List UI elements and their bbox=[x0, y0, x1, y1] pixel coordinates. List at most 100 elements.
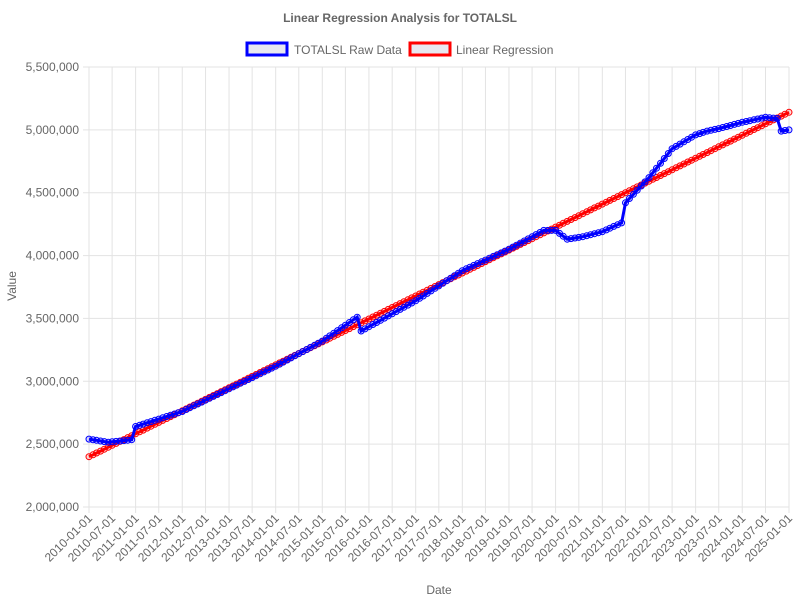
legend[interactable]: TOTALSL Raw Data Linear Regression bbox=[245, 41, 553, 57]
raw-data-point bbox=[645, 174, 653, 182]
raw-data-point bbox=[178, 408, 186, 415]
y-tick-label: 2,500,000 bbox=[26, 437, 80, 451]
raw-data-point bbox=[513, 241, 520, 249]
raw-data-point bbox=[633, 186, 641, 194]
x-axis-title: Date bbox=[426, 583, 452, 597]
regression-point bbox=[89, 451, 97, 459]
raw-data-point bbox=[272, 362, 280, 370]
raw-data-point bbox=[404, 301, 412, 309]
raw-data-point bbox=[233, 381, 241, 389]
regression-point bbox=[563, 217, 571, 225]
raw-data-point bbox=[380, 314, 388, 322]
regression-point bbox=[696, 152, 704, 160]
regression-point bbox=[750, 126, 758, 133]
raw-data-point bbox=[520, 237, 528, 245]
raw-data-point bbox=[622, 199, 629, 207]
raw-data-point bbox=[610, 222, 618, 230]
y-tick-label: 4,500,000 bbox=[26, 186, 80, 200]
regression-point bbox=[618, 191, 626, 199]
raw-data-point bbox=[431, 284, 439, 292]
legend-swatch-regression bbox=[408, 41, 452, 57]
regression-point bbox=[684, 158, 692, 166]
regression-point bbox=[758, 122, 766, 130]
series-raw-data bbox=[85, 113, 793, 446]
raw-data-point bbox=[295, 350, 303, 358]
raw-data-point bbox=[509, 243, 517, 251]
raw-data-point bbox=[734, 119, 742, 127]
raw-data-point bbox=[217, 389, 225, 397]
raw-data-point bbox=[198, 398, 206, 406]
regression-point bbox=[594, 202, 602, 210]
regression-point bbox=[703, 149, 711, 157]
regression-point bbox=[97, 447, 104, 455]
x-axis: 2010-01-012010-07-012011-01-012011-07-01… bbox=[42, 511, 796, 565]
regression-point bbox=[349, 323, 357, 331]
raw-data-point bbox=[283, 356, 291, 364]
raw-data-point bbox=[311, 341, 318, 349]
raw-data-point bbox=[384, 312, 392, 320]
raw-data-point bbox=[489, 252, 497, 260]
raw-data-point bbox=[641, 178, 649, 186]
raw-data-point bbox=[785, 126, 793, 134]
regression-point bbox=[380, 307, 388, 315]
legend-label-regression: Linear Regression bbox=[456, 43, 553, 57]
regression-point bbox=[602, 198, 610, 206]
raw-data-point bbox=[625, 195, 633, 202]
regression-point bbox=[730, 135, 738, 143]
raw-data-point bbox=[147, 418, 155, 426]
raw-data-point bbox=[660, 155, 668, 162]
y-axis-title: Value bbox=[5, 271, 19, 301]
regression-point bbox=[571, 214, 579, 222]
regression-point bbox=[672, 164, 680, 172]
regression-point bbox=[606, 196, 614, 204]
y-tick-label: 5,000,000 bbox=[26, 123, 80, 137]
raw-data-point bbox=[416, 294, 424, 302]
raw-data-point bbox=[244, 376, 252, 383]
regression-point bbox=[664, 168, 672, 176]
regression-point bbox=[742, 129, 750, 137]
raw-data-point bbox=[524, 235, 532, 243]
y-tick-label: 5,500,000 bbox=[26, 60, 80, 74]
raw-data-point bbox=[462, 265, 470, 273]
regression-point bbox=[657, 172, 664, 179]
regression-point bbox=[723, 139, 731, 147]
raw-data-point bbox=[388, 310, 396, 318]
raw-data-point bbox=[614, 221, 622, 229]
raw-data-point bbox=[606, 224, 614, 232]
regression-point bbox=[556, 221, 563, 229]
raw-data-point bbox=[618, 219, 626, 227]
raw-data-point bbox=[237, 379, 244, 387]
raw-data-point bbox=[727, 122, 734, 129]
regression-point bbox=[369, 313, 377, 321]
raw-data-point bbox=[182, 406, 190, 413]
regression-point bbox=[727, 137, 734, 145]
raw-data-point bbox=[171, 410, 178, 418]
y-tick-label: 4,000,000 bbox=[26, 249, 80, 263]
raw-data-point bbox=[466, 263, 474, 271]
y-axis: 2,000,000 2,500,000 3,000,000 3,500,000 4,00… bbox=[26, 60, 80, 514]
y-tick-label: 2,000,000 bbox=[26, 500, 80, 514]
legend-item-regression[interactable]: Linear Regression bbox=[408, 41, 553, 57]
raw-data-point bbox=[672, 142, 680, 150]
legend-item-raw[interactable]: TOTALSL Raw Data bbox=[245, 41, 402, 57]
raw-data-point bbox=[240, 377, 248, 385]
regression-point bbox=[377, 309, 384, 317]
regression-point bbox=[104, 443, 112, 451]
legend-swatch-raw bbox=[245, 41, 289, 57]
chart-title: Linear Regression Analysis for TOTALSL bbox=[283, 11, 517, 25]
grid-layer bbox=[83, 66, 790, 513]
plot-area bbox=[85, 108, 793, 461]
raw-data-point bbox=[649, 169, 657, 177]
raw-data-point bbox=[209, 392, 217, 400]
raw-data-point bbox=[190, 402, 198, 410]
raw-data-point bbox=[396, 305, 404, 313]
raw-data-point bbox=[291, 352, 299, 360]
raw-data-point bbox=[602, 226, 610, 234]
y-tick-label: 3,500,000 bbox=[26, 311, 80, 325]
regression-point bbox=[412, 292, 420, 300]
raw-data-point bbox=[357, 327, 365, 335]
raw-data-point bbox=[213, 391, 221, 398]
raw-data-point bbox=[303, 346, 311, 353]
